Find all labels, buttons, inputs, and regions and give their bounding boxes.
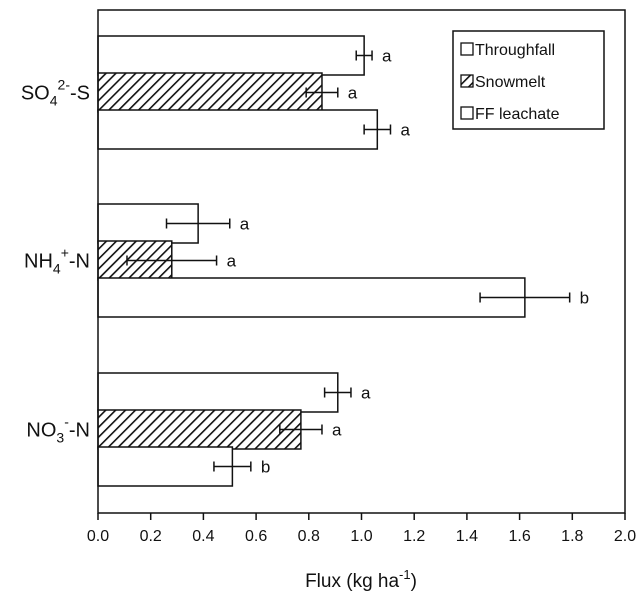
error-bar-snowmelt-0 xyxy=(305,87,339,98)
x-tick-label-8: 1.6 xyxy=(508,528,530,545)
legend-box xyxy=(452,30,605,130)
significance-letter-throughfall-0: a xyxy=(382,47,392,66)
bar-snowmelt-0 xyxy=(97,72,323,113)
error-bar-ff-leachate-2 xyxy=(213,461,252,472)
x-axis-title-sup: -1 xyxy=(399,567,411,582)
category-labels: SO42--S NH4+-N NO3--N xyxy=(21,77,90,446)
error-bar-throughfall-2 xyxy=(323,387,352,398)
error-bar-throughfall-0 xyxy=(355,50,373,61)
legend-label-throughfall: Throughfall xyxy=(475,42,555,59)
error-bar-ff-leachate-1 xyxy=(479,292,571,303)
error-bars-layer xyxy=(126,50,571,472)
x-axis-title: Flux (kg ha-1) xyxy=(305,567,417,592)
x-axis-ticks: 0.0 0.2 0.4 0.6 0.8 1.0 1.2 1.4 1.6 1.8 2.0 xyxy=(87,513,636,545)
significance-letter-snowmelt-2: a xyxy=(332,421,342,440)
bar-throughfall-2 xyxy=(97,372,339,413)
significance-letter-ff-leachate-0: a xyxy=(400,121,410,140)
legend: Throughfall Snowmelt FF leachate xyxy=(452,30,605,130)
significance-letter-ff-leachate-2: b xyxy=(261,458,270,477)
legend-label-ff-leachate: FF leachate xyxy=(475,106,560,123)
significance-letter-ff-leachate-1: b xyxy=(580,289,589,308)
error-bar-ff-leachate-0 xyxy=(363,124,392,135)
x-tick-label-10: 2.0 xyxy=(614,528,636,545)
bar-throughfall-0 xyxy=(97,35,365,76)
bar-ff-leachate-2 xyxy=(97,446,234,487)
x-tick-label-0: 0.0 xyxy=(87,528,109,545)
bar-snowmelt-2 xyxy=(97,409,302,450)
legend-swatch-snowmelt xyxy=(460,74,474,88)
significance-letter-snowmelt-0: a xyxy=(348,84,358,103)
significance-letter-throughfall-1: a xyxy=(240,215,250,234)
x-tick-label-5: 1.0 xyxy=(350,528,372,545)
x-tick-label-3: 0.6 xyxy=(245,528,267,545)
x-tick-label-7: 1.4 xyxy=(456,528,478,545)
x-axis-title-main: Flux (kg ha xyxy=(305,571,399,592)
x-tick-label-6: 1.2 xyxy=(403,528,425,545)
category-label-1: NH4+-N xyxy=(24,245,90,277)
bar-ff-leachate-1 xyxy=(97,277,526,318)
significance-letter-snowmelt-1: a xyxy=(227,252,237,271)
x-axis-title-end: ) xyxy=(411,571,417,592)
x-tick-label-1: 0.2 xyxy=(140,528,162,545)
error-bar-throughfall-1 xyxy=(165,218,231,229)
legend-swatch-ff-leachate xyxy=(460,106,474,120)
legend-label-snowmelt: Snowmelt xyxy=(475,74,546,91)
x-tick-label-4: 0.8 xyxy=(298,528,320,545)
x-tick-label-9: 1.8 xyxy=(561,528,583,545)
significance-letter-throughfall-2: a xyxy=(361,384,371,403)
category-label-0: SO42--S xyxy=(21,77,90,109)
error-bar-snowmelt-1 xyxy=(126,255,218,266)
category-label-2: NO3--N xyxy=(26,414,90,446)
bars-layer xyxy=(97,35,526,487)
error-bar-snowmelt-2 xyxy=(279,424,323,435)
legend-swatch-throughfall xyxy=(460,42,474,56)
bar-ff-leachate-0 xyxy=(97,109,379,150)
x-tick-label-2: 0.4 xyxy=(192,528,214,545)
